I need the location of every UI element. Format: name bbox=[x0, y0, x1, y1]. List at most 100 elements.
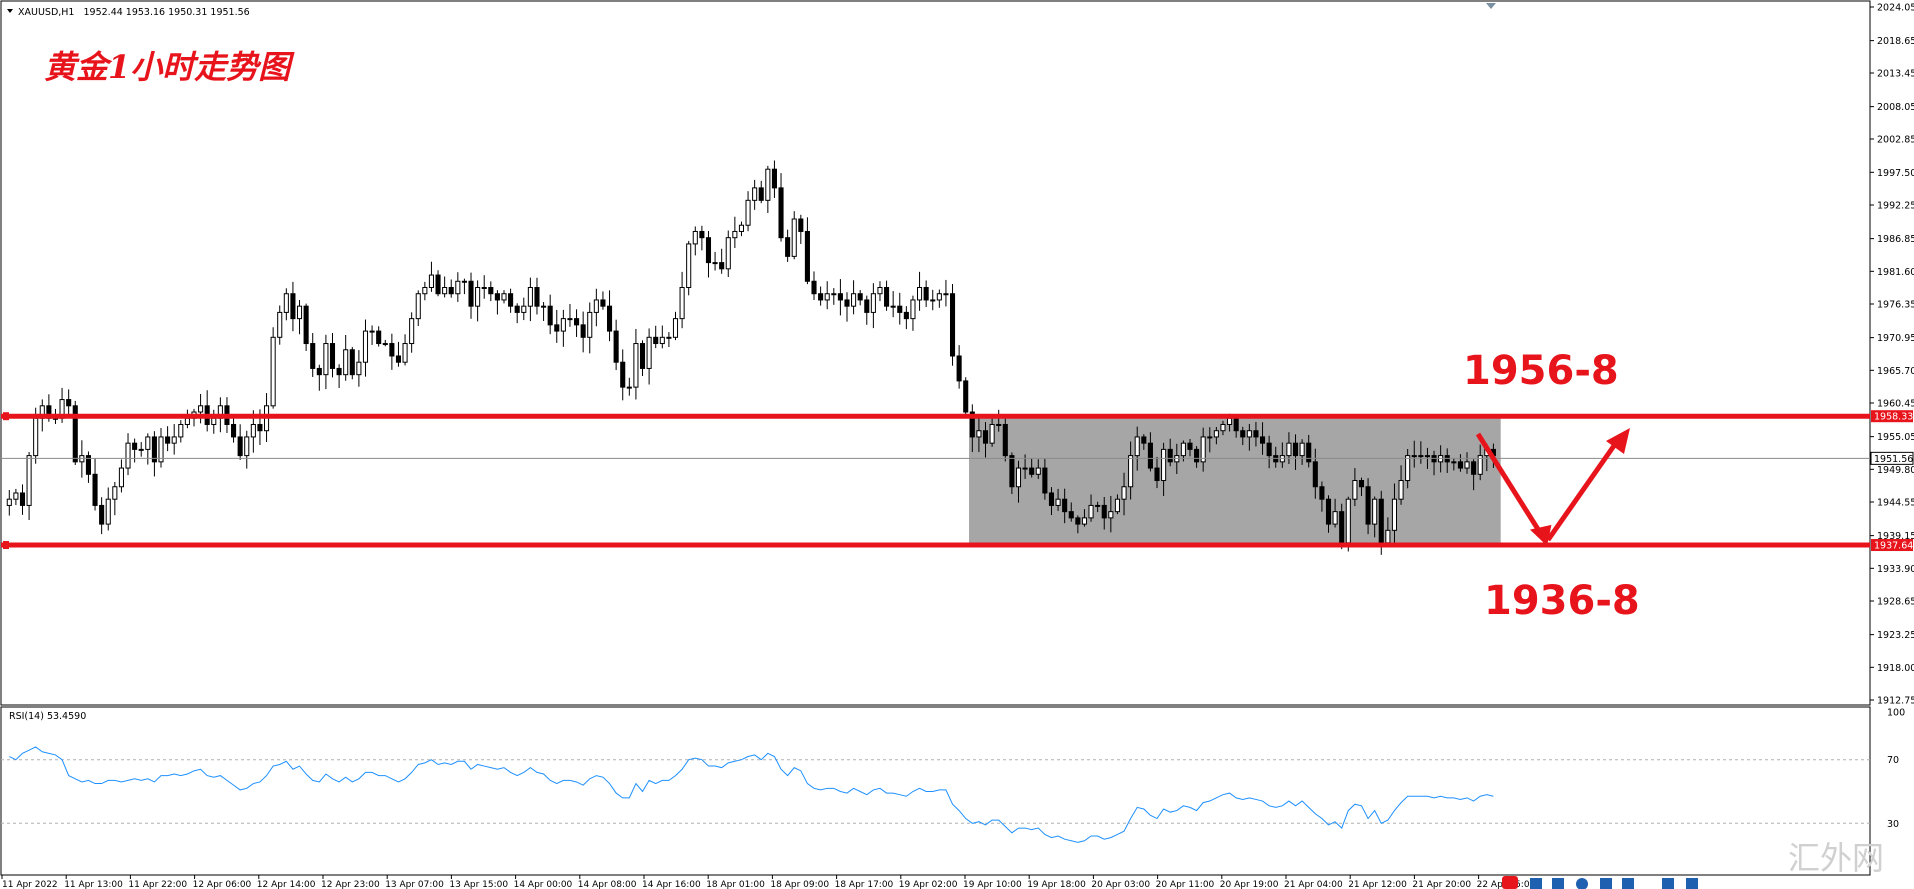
rsi-tick-label: 70 bbox=[1887, 755, 1899, 766]
candle bbox=[996, 409, 1002, 432]
candle bbox=[976, 417, 982, 453]
lower-line-badge bbox=[1871, 539, 1913, 552]
current-price-badge-text: 1951.56 bbox=[1874, 454, 1913, 465]
candle bbox=[369, 325, 375, 345]
upper-line-handle[interactable] bbox=[3, 412, 9, 421]
candle bbox=[1365, 478, 1371, 535]
candle bbox=[725, 230, 731, 278]
toolbar-icon-5[interactable] bbox=[1622, 878, 1634, 889]
candle bbox=[1312, 448, 1318, 499]
candle bbox=[771, 160, 777, 198]
candle bbox=[382, 339, 388, 347]
ime-icon[interactable] bbox=[1502, 876, 1518, 889]
candle bbox=[1213, 426, 1219, 445]
candle bbox=[982, 422, 989, 458]
lower-line-handle[interactable] bbox=[3, 541, 9, 550]
rsi-line bbox=[9, 746, 1494, 843]
candle bbox=[494, 290, 500, 315]
candle bbox=[105, 487, 111, 531]
candle bbox=[989, 415, 995, 447]
price-tick-label: 1970.95 bbox=[1877, 333, 1914, 344]
candle bbox=[336, 364, 342, 389]
candle bbox=[349, 346, 355, 380]
candle bbox=[1134, 426, 1140, 471]
candle bbox=[752, 179, 758, 210]
candle bbox=[798, 214, 804, 244]
candle bbox=[917, 271, 923, 311]
candle bbox=[99, 497, 105, 535]
candle bbox=[343, 334, 349, 381]
candle bbox=[66, 389, 72, 415]
chart-menu-icon[interactable] bbox=[7, 9, 13, 13]
candle bbox=[567, 304, 573, 327]
rsi-title: RSI(14) 53.4590 bbox=[9, 711, 86, 722]
candle bbox=[884, 280, 890, 311]
candle bbox=[1048, 487, 1055, 516]
candle bbox=[626, 377, 632, 396]
price-tick-label: 2008.05 bbox=[1877, 102, 1914, 113]
candle bbox=[923, 280, 929, 308]
candle bbox=[435, 270, 441, 297]
candle bbox=[1081, 509, 1087, 527]
candle bbox=[1088, 494, 1094, 522]
candle bbox=[679, 271, 685, 329]
forecast-arrows bbox=[1475, 428, 1630, 546]
candle bbox=[1398, 465, 1404, 505]
candle bbox=[1477, 444, 1483, 481]
candle bbox=[290, 281, 296, 332]
candle bbox=[1299, 439, 1305, 465]
price-tick-label: 2013.45 bbox=[1877, 69, 1914, 80]
candle bbox=[244, 430, 250, 469]
toolbar-icon-6[interactable] bbox=[1662, 878, 1674, 889]
candle bbox=[903, 306, 909, 330]
rsi-tick-label: 100 bbox=[1887, 708, 1905, 719]
candle bbox=[112, 481, 118, 516]
candle bbox=[72, 400, 78, 466]
candle bbox=[1207, 427, 1213, 453]
candle bbox=[699, 225, 705, 251]
svg-text:XAUUSD,H1 1952.44 1953.16: XAUUSD,H1 1952.44 1953.16 1950.31 1951.5… bbox=[18, 7, 250, 18]
candle bbox=[171, 424, 177, 455]
candle bbox=[138, 442, 144, 457]
candle bbox=[936, 289, 942, 308]
candle bbox=[758, 180, 764, 204]
candle bbox=[672, 311, 679, 341]
candle bbox=[1451, 458, 1457, 471]
candle bbox=[554, 309, 560, 343]
price-tick-label: 1976.35 bbox=[1877, 300, 1914, 311]
rsi-layer: 100 70 30 bbox=[1, 708, 1905, 843]
time-tick-label: 20 Apr 03:00 bbox=[1091, 880, 1150, 889]
price-tick-label: 1960.45 bbox=[1877, 399, 1914, 410]
candle bbox=[26, 452, 32, 520]
toolbar-icon-7[interactable] bbox=[1686, 878, 1698, 889]
candle bbox=[593, 288, 599, 327]
toolbar-icon-1[interactable] bbox=[1530, 878, 1542, 889]
time-tick-label: 13 Apr 07:00 bbox=[385, 880, 444, 889]
candle bbox=[296, 300, 303, 335]
candle bbox=[1332, 498, 1338, 528]
shift-marker-icon[interactable] bbox=[1486, 3, 1496, 9]
toolbar-icon-3[interactable] bbox=[1576, 878, 1588, 889]
candle bbox=[963, 377, 969, 417]
current-price-badge bbox=[1871, 452, 1913, 465]
toolbar-icon-2[interactable] bbox=[1552, 878, 1564, 889]
candle bbox=[376, 326, 382, 347]
candle bbox=[13, 488, 19, 506]
candle bbox=[633, 328, 639, 400]
candle bbox=[521, 297, 527, 321]
price-tick-label: 1928.65 bbox=[1877, 597, 1914, 608]
candle bbox=[949, 284, 956, 366]
price-tick-label: 1965.70 bbox=[1877, 366, 1914, 377]
candle bbox=[956, 345, 962, 389]
candle bbox=[851, 280, 857, 315]
candle bbox=[283, 288, 289, 321]
candle bbox=[178, 420, 184, 443]
time-tick-label: 19 Apr 10:00 bbox=[963, 880, 1022, 889]
candle bbox=[837, 279, 843, 316]
candle bbox=[481, 275, 487, 299]
price-tick-label: 1923.25 bbox=[1877, 630, 1914, 641]
time-tick-label: 19 Apr 18:00 bbox=[1027, 880, 1086, 889]
toolbar-icon-4[interactable] bbox=[1600, 878, 1612, 889]
candle bbox=[1128, 441, 1134, 500]
time-tick-label: 14 Apr 16:00 bbox=[642, 880, 701, 889]
